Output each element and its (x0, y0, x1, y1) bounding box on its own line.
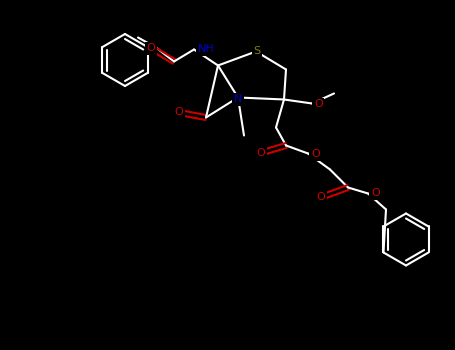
Text: S: S (253, 47, 261, 56)
Text: O: O (317, 193, 325, 203)
Text: NH: NH (198, 44, 215, 55)
Text: O: O (175, 107, 183, 118)
Text: N: N (234, 94, 242, 105)
Text: O: O (147, 43, 155, 54)
Text: O: O (311, 149, 320, 160)
Text: O: O (371, 189, 380, 198)
Text: O: O (257, 148, 265, 159)
Text: O: O (314, 99, 323, 110)
